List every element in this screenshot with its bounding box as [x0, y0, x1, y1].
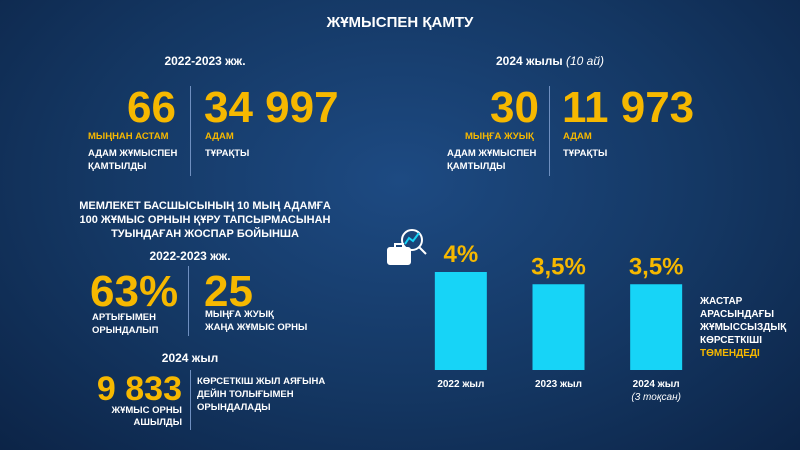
stat-value: 66 [127, 83, 176, 132]
stat-value: 11 973 [562, 83, 695, 132]
stat-value: 9 833 [96, 370, 182, 408]
period-note: (10 ай) [565, 54, 605, 68]
annotation: ЖҰМЫССЫЗДЫҚ [699, 322, 787, 333]
stat-value: 63% [90, 267, 179, 316]
annotation: АРАСЫНДАҒЫ [700, 309, 774, 320]
bar [630, 284, 683, 370]
period: 2022-2023 жж. [164, 54, 246, 68]
stat-desc: ҚАМТЫЛДЫ [88, 161, 147, 172]
stat-desc: АШЫЛДЫ [133, 417, 182, 428]
divider [188, 266, 189, 336]
value-label: 3,5% [531, 253, 586, 280]
bar [532, 284, 585, 370]
stat-desc: АДАМ ЖҰМЫСПЕН [447, 148, 537, 159]
stat-unit: МЫҢНАН АСТАМ [88, 131, 169, 142]
stat-desc: ОРЫНДАЛЫП [92, 325, 159, 336]
annotation: КӨРСЕТКІШІ [700, 335, 762, 346]
stat-desc: ЖАҢА ЖҰМЫС ОРНЫ [205, 322, 308, 333]
x-tick-label: 2024 жыл [633, 379, 680, 390]
note: ДЕЙІН ТОЛЫҒЫМЕН [197, 389, 294, 400]
stat-desc: ТҰРАҚТЫ [563, 148, 608, 159]
stat-unit: АДАМ [205, 131, 234, 142]
period: 2024 жылы (10 ай) [450, 54, 650, 68]
period-label: 2024 жылы [495, 54, 563, 68]
value-label: 3,5% [629, 253, 684, 280]
stat-desc: АРТЫҒЫМЕН [92, 312, 156, 323]
period: 2022-2023 жж. [149, 249, 231, 263]
stat-desc: ТҰРАҚТЫ [205, 148, 250, 159]
divider [549, 86, 550, 176]
divider [190, 86, 191, 176]
x-tick-note: (3 тоқсан) [631, 392, 681, 403]
divider [190, 370, 191, 430]
x-tick-label: 2023 жыл [535, 379, 582, 390]
stat-desc: ЖҰМЫС ОРНЫ [111, 405, 182, 416]
note: ОРЫНДАЛАДЫ [197, 402, 271, 413]
stat-value: 30 [490, 83, 539, 132]
note: КӨРСЕТКІШ ЖЫЛ АЯҒЫНА [197, 376, 326, 387]
x-tick-label: 2022 жыл [437, 379, 484, 390]
stat-desc: МЫҢҒА ЖУЫҚ [205, 309, 274, 320]
period: 2024 жыл [161, 351, 219, 365]
stat-unit: МЫҢҒА ЖУЫҚ [465, 131, 534, 142]
program-heading: МЕМЛЕКЕТ БАСШЫСЫНЫҢ 10 МЫҢ АДАМҒА [79, 200, 331, 212]
value-label: 4% [443, 241, 478, 268]
stat-desc: АДАМ ЖҰМЫСПЕН [88, 148, 178, 159]
stat-unit: АДАМ [563, 131, 592, 142]
annotation: ЖАСТАР [699, 296, 743, 307]
bar [434, 272, 487, 370]
stat-value: 25 [204, 267, 253, 316]
icon [387, 229, 427, 265]
program-heading: 100 ЖҰМЫС ОРНЫН ҚҰРУ ТАПСЫРМАСЫНАН [79, 214, 331, 226]
annotation-emphasis: ТӨМЕНДЕДІ [700, 348, 760, 359]
program-heading: ТУЫНДАҒАН ЖОСПАР БОЙЫНША [111, 228, 299, 240]
page-title: ЖҰМЫСПЕН ҚАМТУ [326, 14, 474, 31]
stat-value: 34 997 [204, 83, 339, 132]
stat-desc: ҚАМТЫЛДЫ [447, 161, 506, 172]
